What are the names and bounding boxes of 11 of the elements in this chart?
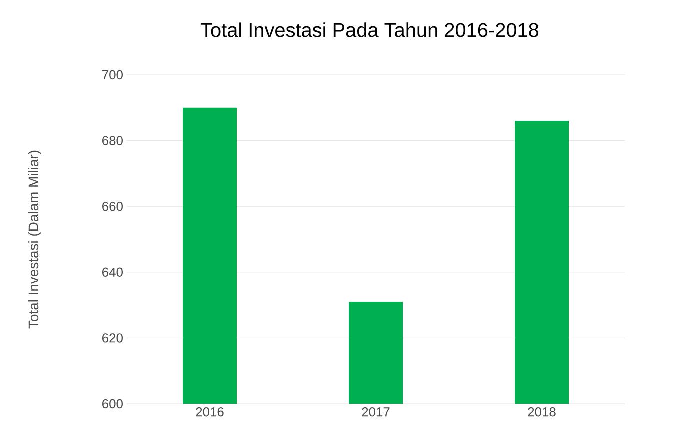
y-tick-label: 660 — [102, 202, 123, 212]
x-tick-label: 2018 — [528, 408, 556, 417]
y-axis-title: Total Investasi (Dalam Miliar) — [28, 150, 42, 329]
y-tick-label: 620 — [102, 334, 123, 343]
y-tick-label: 640 — [102, 268, 123, 277]
y-tick-label: 600 — [102, 399, 123, 409]
x-tick-label: 2016 — [196, 408, 224, 417]
x-tick-label: 2017 — [362, 408, 390, 417]
y-tick-label: 680 — [102, 136, 123, 146]
chart-title: Total Investasi Pada Tahun 2016-2018 — [200, 22, 539, 38]
y-tick-label: 700 — [102, 70, 123, 80]
